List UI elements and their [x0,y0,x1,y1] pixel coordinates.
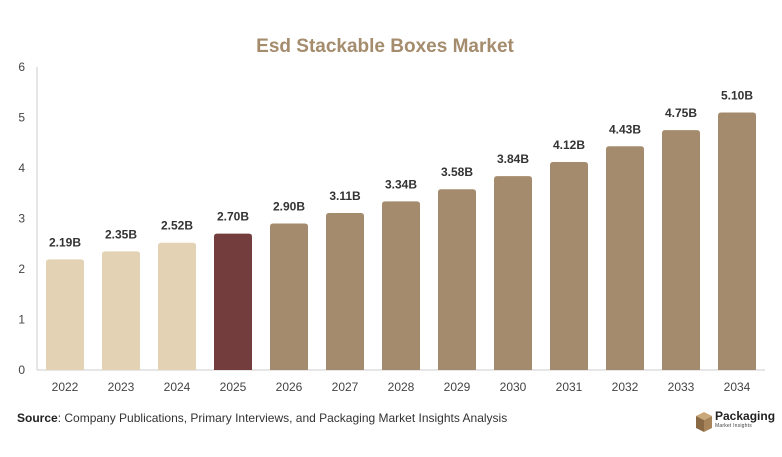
data-labels: 2.19B 2.35B 2.52B 2.70B 2.90B 3.11B 3.34B 3.58B… [49,88,753,249]
bar-chart: Esd Stackable Boxes Market 0 1 2 3 4 5 6 2.19B… [18,36,765,394]
bar-2022 [46,259,84,370]
y-tick-label: 3 [18,212,25,226]
logo-name: Packaging [715,409,776,423]
x-tick-label: 2033 [668,380,695,394]
data-label-2024: 2.52B [161,219,193,233]
x-axis-ticks: 2022 2023 2024 2025 2026 2027 2028 2029 2030 2031… [52,380,751,394]
x-tick-label: 2034 [724,380,751,394]
x-tick-label: 2031 [556,380,583,394]
bar-2027 [326,212,364,370]
x-tick-label: 2023 [108,380,135,394]
data-label-2033: 4.75B [665,106,697,120]
data-label-2022: 2.19B [49,235,81,249]
data-label-2034: 5.10B [721,88,753,102]
data-label-2032: 4.43B [609,122,641,136]
x-tick-label: 2028 [388,380,415,394]
y-tick-label: 2 [18,262,25,276]
box-icon [696,412,712,432]
bar-2025 [214,233,252,370]
packaging-logo: Packaging Market Insights [695,409,775,435]
chart-title: Esd Stackable Boxes Market [256,36,514,57]
bar-2034 [718,112,756,370]
bar-2033 [662,130,700,370]
x-tick-label: 2030 [500,380,527,394]
y-tick-label: 6 [18,60,25,74]
x-tick-label: 2027 [332,380,359,394]
source-label: Source [17,411,58,425]
data-label-2026: 2.90B [273,200,305,214]
y-tick-label: 1 [18,313,25,327]
data-label-2023: 2.35B [105,227,137,241]
x-tick-label: 2029 [444,380,471,394]
bar-2023 [102,251,140,370]
bar-2031 [550,161,588,370]
x-tick-label: 2025 [220,380,247,394]
y-axis-ticks: 0 1 2 3 4 5 6 [18,60,25,377]
data-label-2025: 2.70B [217,210,249,224]
y-tick-label: 0 [18,363,25,377]
data-label-2030: 3.84B [497,152,529,166]
bar-2030 [494,176,532,370]
bar-2024 [158,242,196,370]
data-label-2031: 4.12B [553,138,585,152]
source-footer: Source: Company Publications, Primary In… [17,411,507,425]
logo-subtitle: Market Insights [715,423,752,429]
bars [46,112,756,370]
source-text: : Company Publications, Primary Intervie… [57,411,508,425]
x-tick-label: 2024 [164,380,191,394]
data-label-2027: 3.11B [329,189,361,203]
x-tick-label: 2022 [52,380,79,394]
x-tick-label: 2032 [612,380,639,394]
x-tick-label: 2026 [276,380,303,394]
bar-2032 [606,146,644,370]
y-tick-label: 5 [18,111,25,125]
data-label-2028: 3.34B [385,177,417,191]
y-tick-label: 4 [18,161,25,175]
bar-2028 [382,201,420,370]
data-label-2029: 3.58B [441,165,473,179]
bar-2029 [438,189,476,370]
bar-2026 [270,223,308,370]
